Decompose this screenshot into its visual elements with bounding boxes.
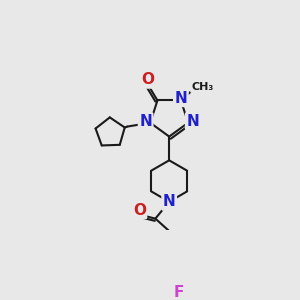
Text: O: O	[133, 203, 146, 218]
Text: F: F	[173, 285, 184, 300]
Text: N: N	[139, 114, 152, 129]
Text: N: N	[186, 114, 199, 129]
Text: N: N	[175, 91, 187, 106]
Text: N: N	[163, 194, 175, 209]
Text: O: O	[142, 72, 155, 87]
Text: CH₃: CH₃	[191, 82, 214, 92]
